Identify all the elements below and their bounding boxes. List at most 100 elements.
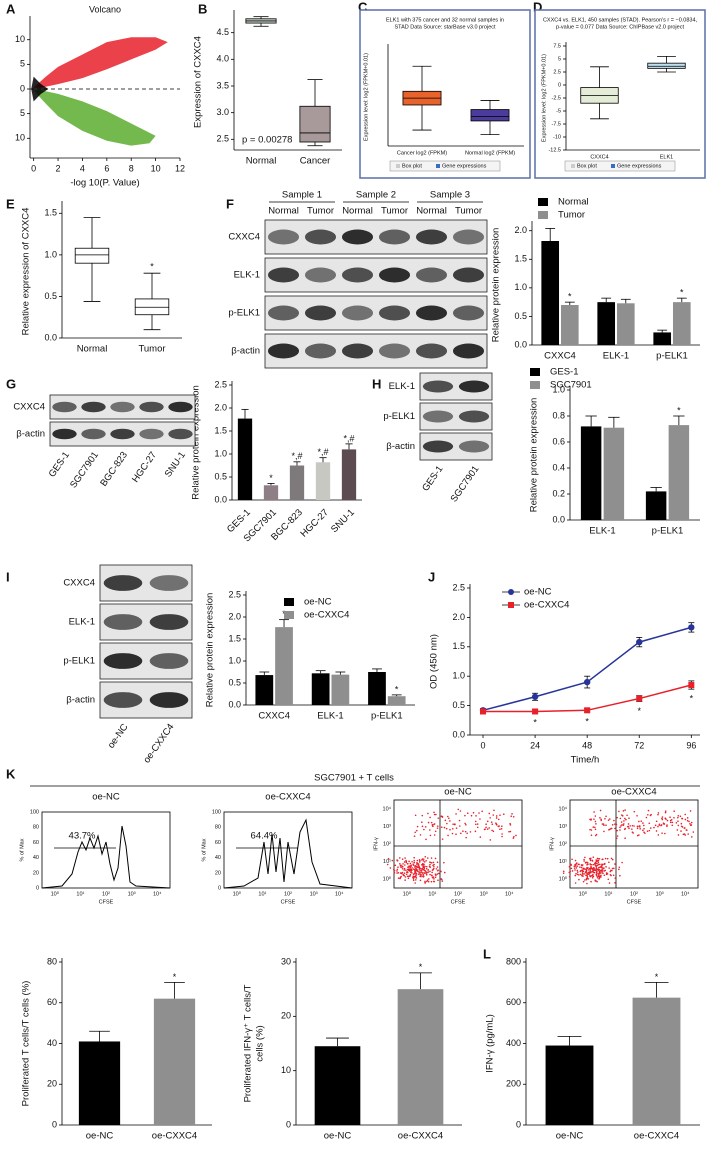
event-dot bbox=[689, 822, 691, 825]
event-dot bbox=[422, 869, 424, 871]
bar bbox=[255, 675, 274, 705]
event-dot bbox=[690, 824, 693, 826]
event-dot bbox=[481, 810, 483, 813]
event-dot bbox=[484, 828, 486, 830]
event-dot bbox=[425, 867, 428, 870]
event-dot bbox=[603, 870, 606, 872]
event-dot bbox=[605, 866, 607, 868]
bar bbox=[560, 305, 579, 345]
event-dot bbox=[414, 875, 416, 878]
event-dot bbox=[606, 857, 609, 860]
event-dot bbox=[614, 863, 616, 865]
event-dot bbox=[421, 821, 423, 824]
y-tick-label: 0.0 bbox=[514, 339, 527, 349]
event-dot bbox=[587, 871, 590, 874]
blot-band bbox=[52, 428, 77, 440]
event-dot bbox=[410, 868, 413, 871]
event-dot bbox=[485, 826, 487, 829]
event-dot bbox=[596, 857, 599, 860]
event-dot bbox=[418, 868, 421, 870]
blot-lane-label: Tumor bbox=[455, 206, 482, 217]
event-dot bbox=[686, 817, 689, 819]
blot-band bbox=[422, 380, 454, 393]
event-dot bbox=[613, 823, 616, 825]
legend-swatch bbox=[538, 211, 548, 219]
y-tick-label: 80 bbox=[33, 825, 39, 831]
event-dot bbox=[418, 873, 421, 875]
y-tick-label: 10⁰ bbox=[383, 876, 392, 883]
event-dot bbox=[579, 866, 581, 868]
event-dot bbox=[614, 881, 616, 884]
x-tick-label: 12 bbox=[175, 163, 185, 173]
event-dot bbox=[387, 857, 390, 860]
blot-lane-label: Normal bbox=[342, 206, 373, 217]
blot-header: Sample 3 bbox=[430, 190, 470, 201]
event-dot bbox=[433, 813, 436, 816]
event-dot bbox=[445, 827, 448, 830]
event-dot bbox=[417, 866, 420, 869]
y-tick-label: 1.5 bbox=[452, 641, 465, 651]
chart-title: ELK1 with 375 cancer and 32 normal sampl… bbox=[386, 17, 504, 23]
event-dot bbox=[666, 824, 668, 826]
blot-band bbox=[458, 380, 490, 393]
y-tick-label: 0.5 bbox=[44, 291, 57, 301]
panel-label: G bbox=[6, 376, 16, 391]
event-dot bbox=[601, 869, 604, 871]
event-dot bbox=[427, 871, 430, 873]
event-dot bbox=[601, 823, 604, 825]
event-dot bbox=[664, 810, 667, 813]
bar bbox=[645, 491, 667, 520]
event-dot bbox=[578, 863, 580, 866]
y-tick-label: 400 bbox=[506, 1038, 521, 1048]
event-dot bbox=[423, 861, 426, 863]
event-dot bbox=[455, 813, 457, 815]
event-dot bbox=[427, 821, 430, 824]
event-dot bbox=[593, 811, 595, 813]
y-tick-label: 2.5 bbox=[553, 69, 561, 75]
event-dot bbox=[422, 860, 425, 862]
event-dot bbox=[490, 821, 493, 823]
event-dot bbox=[574, 865, 577, 867]
event-dot bbox=[616, 835, 619, 837]
y-tick-label: 3.0 bbox=[216, 107, 229, 117]
event-dot bbox=[601, 867, 604, 869]
event-dot bbox=[680, 822, 683, 825]
event-dot bbox=[409, 874, 411, 877]
event-dot bbox=[657, 812, 660, 814]
event-dot bbox=[581, 874, 583, 877]
event-dot bbox=[427, 812, 429, 815]
event-dot bbox=[677, 820, 679, 822]
plot-title: oe-NC bbox=[444, 787, 472, 798]
event-dot bbox=[592, 873, 594, 876]
event-dot bbox=[677, 816, 679, 819]
y-tick-label: 0 bbox=[52, 1119, 57, 1129]
event-dot bbox=[421, 862, 424, 865]
x-tick-label: 10⁰ bbox=[51, 890, 60, 897]
event-dot bbox=[474, 823, 477, 826]
blot-lane-label: oe-NC bbox=[106, 722, 131, 751]
x-tick-label: 72 bbox=[634, 740, 644, 750]
event-dot bbox=[436, 873, 439, 875]
event-dot bbox=[593, 871, 596, 874]
y-axis-label: Proliferated T cells/T cells (%) bbox=[21, 981, 32, 1107]
legend-label: oe-CXXC4 bbox=[524, 600, 569, 611]
y-tick-label: 1.0 bbox=[214, 448, 227, 458]
bar bbox=[616, 303, 635, 345]
plot-frame bbox=[569, 799, 699, 889]
event-dot bbox=[437, 817, 440, 819]
event-dot bbox=[413, 872, 416, 875]
event-dot bbox=[429, 861, 431, 863]
event-dot bbox=[648, 829, 651, 832]
event-dot bbox=[606, 872, 608, 875]
legend-label: oe-NC bbox=[304, 597, 332, 608]
x-tick-label: CXXC4 bbox=[258, 711, 290, 722]
event-dot bbox=[600, 865, 603, 868]
event-dot bbox=[595, 872, 598, 874]
y-tick-label: 20 bbox=[281, 1011, 291, 1021]
y-tick-label: 10² bbox=[559, 841, 567, 847]
y-tick-label: 0.8 bbox=[552, 410, 565, 420]
event-dot bbox=[584, 862, 587, 864]
y-axis-label: Relative expression of CXXC4 bbox=[21, 208, 32, 336]
x-tick-label: 10⁴ bbox=[681, 890, 690, 897]
